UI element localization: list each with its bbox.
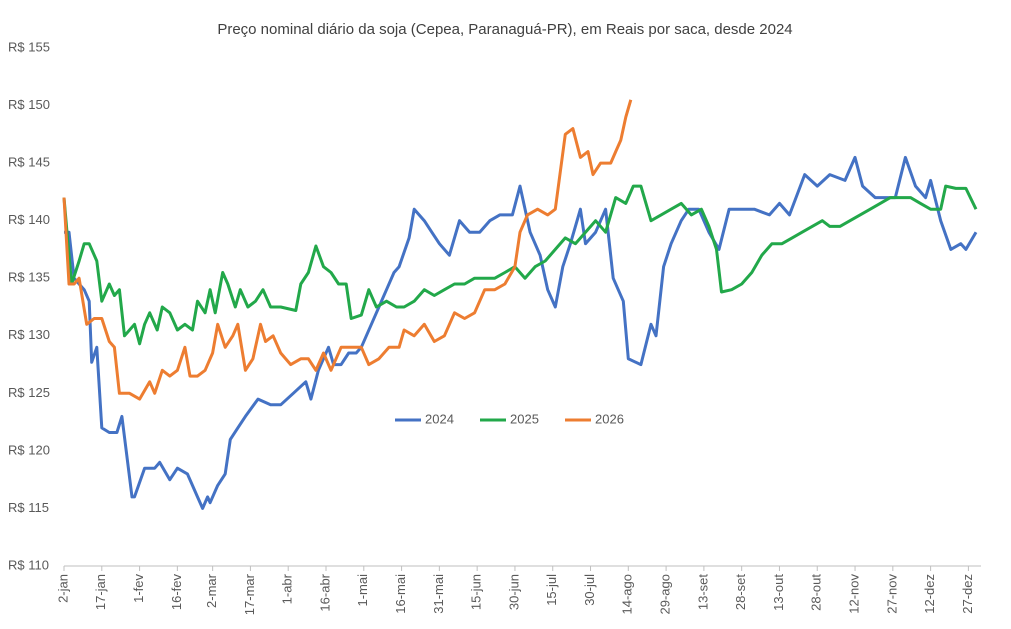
series-line: [62, 184, 978, 346]
chart-title: Preço nominal diário da soja (Cepea, Par…: [217, 21, 792, 38]
x-tick-label: 13-set: [695, 574, 710, 611]
x-tick-label: 16-fev: [169, 574, 184, 611]
x-tick-label: 13-out: [771, 574, 786, 611]
y-tick-label: R$ 155: [8, 39, 50, 54]
x-tick-label: 15-jun: [469, 574, 484, 610]
y-tick-label: R$ 110: [8, 557, 49, 572]
x-tick-label: 29-ago: [658, 574, 673, 614]
legend-label: 2026: [595, 411, 624, 426]
x-tick-label: 2-mar: [204, 573, 219, 608]
legend-label: 2024: [425, 411, 454, 426]
x-tick-label: 2-jan: [55, 574, 70, 603]
x-tick-label: 1-mai: [355, 574, 370, 607]
x-tick-label: 28-set: [733, 574, 748, 611]
y-tick-label: R$ 135: [8, 270, 50, 285]
x-tick-label: 30-jun: [506, 574, 521, 610]
legend-label: 2025: [510, 411, 539, 426]
y-tick-label: R$ 145: [8, 155, 50, 170]
y-tick-label: R$ 120: [8, 442, 50, 457]
series-line: [64, 155, 978, 510]
x-tick-label: 27-nov: [884, 574, 899, 614]
x-tick-label: 16-abr: [317, 573, 332, 611]
x-tick-label: 28-out: [809, 574, 824, 611]
x-tick-label: 31-mai: [431, 574, 446, 614]
series-line: [62, 99, 633, 401]
x-tick-label: 1-abr: [280, 573, 295, 604]
x-tick-label: 12-dez: [922, 574, 937, 614]
x-tick-label: 17-jan: [93, 574, 108, 610]
y-tick-label: R$ 140: [8, 212, 50, 227]
x-tick-label: 16-mai: [393, 574, 408, 614]
x-tick-label: 30-jul: [582, 574, 597, 606]
x-tick-label: 1-fev: [131, 574, 146, 603]
y-tick-label: R$ 115: [8, 500, 49, 515]
x-tick-label: 27-dez: [960, 574, 975, 614]
x-tick-label: 12-nov: [846, 574, 861, 614]
x-tick-label: 17-mar: [242, 573, 257, 615]
x-tick-label: 14-ago: [620, 574, 635, 614]
y-tick-label: R$ 125: [8, 385, 50, 400]
y-tick-label: R$ 150: [8, 97, 50, 112]
x-tick-label: 15-jul: [544, 574, 559, 606]
y-tick-label: R$ 130: [8, 327, 50, 342]
